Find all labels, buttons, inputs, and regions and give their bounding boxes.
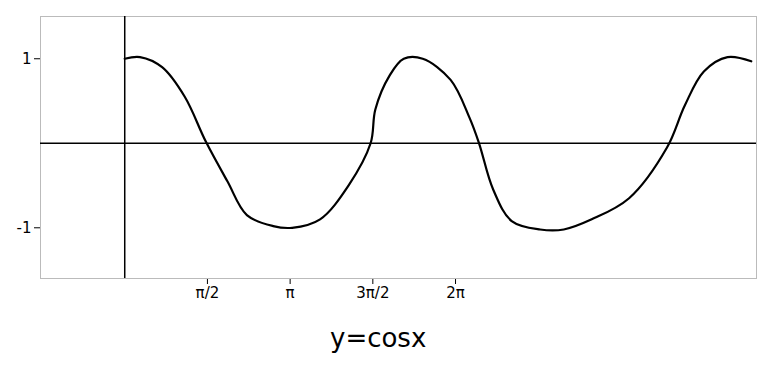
svg-text:π: π <box>286 284 295 302</box>
html-text:y=cosx: y=cosx <box>330 323 427 353</box>
svg-text:3π/2: 3π/2 <box>356 284 389 302</box>
svg-text:π/2: π/2 <box>196 284 220 302</box>
svg-text:1: 1 <box>22 50 32 68</box>
svg-text:2π: 2π <box>446 284 465 302</box>
svg-text:-1: -1 <box>17 219 32 237</box>
